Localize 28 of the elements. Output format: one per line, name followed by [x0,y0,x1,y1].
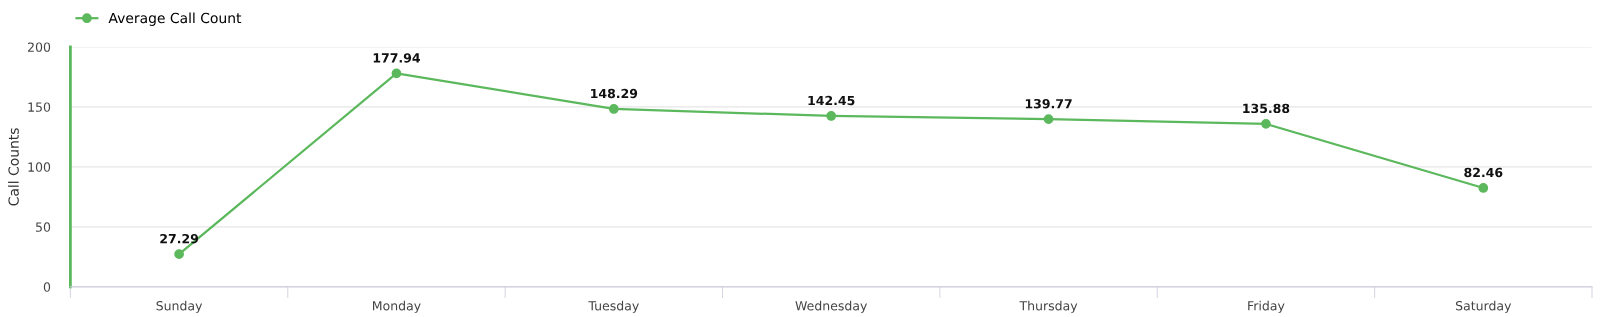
data-label: 139.77 [1025,98,1072,109]
data-label: 142.45 [808,95,855,106]
x-tick-label: Thursday [1019,300,1078,313]
point [1261,118,1271,129]
point [391,68,402,79]
y-tick-label: 100 [28,162,51,172]
x-tick-label: Saturday [1455,300,1512,313]
legend-label: Average Call Count [108,12,242,26]
x-tick-label: Friday [1248,300,1285,313]
x-tick-label: Tuesday [588,300,639,313]
data-label: 148.29 [591,88,638,99]
x-tick-label: Monday [373,300,421,313]
point [174,249,184,260]
x-tick-label: Sunday [156,300,203,313]
point [608,104,619,114]
data-label: 27.29 [160,233,199,244]
point [1043,114,1054,125]
y-tick-label: 200 [28,42,51,52]
y-tick-label: 0 [43,282,51,292]
data-label: 82.46 [1464,167,1503,178]
data-label: 177.94 [373,53,420,63]
point [826,111,837,121]
y-tick-label: 50 [36,222,51,232]
y-tick-label: 150 [28,102,51,112]
point [1478,183,1489,193]
x-tick-label: Wednesday [795,300,868,313]
y-axis-title: Call Counts [8,128,19,206]
data-label: 135.88 [1243,103,1290,114]
